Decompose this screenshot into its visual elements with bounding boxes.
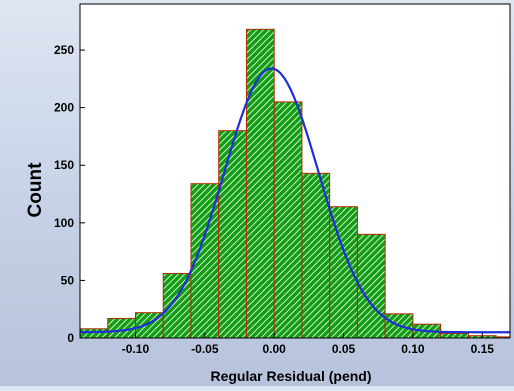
normal-fit-curve [79, 67, 510, 334]
y-tick-label: 250 [54, 43, 74, 57]
histogram-bar [218, 130, 247, 339]
histogram-bar [245, 28, 275, 339]
y-axis-label: Count [25, 162, 46, 218]
histogram-bar [162, 273, 192, 339]
x-axis-ticks: -0.10 -0.05 0.00 0.05 0.10 0.15 [122, 333, 494, 356]
histogram-bar [440, 332, 469, 339]
y-tick-label: 50 [61, 273, 75, 287]
y-axis-ticks: 0 50 100 150 200 250 [54, 43, 85, 345]
histogram-bar [329, 206, 358, 339]
histogram-bar [273, 101, 303, 339]
x-tick-label: -0.10 [122, 342, 150, 356]
x-tick-label: 0.00 [263, 342, 287, 356]
x-tick-label: 0.15 [471, 342, 495, 356]
histogram-bar [79, 328, 109, 339]
x-tick-label: 0.10 [401, 342, 425, 356]
x-tick-label: -0.05 [191, 342, 219, 356]
y-tick-label: 100 [54, 216, 74, 230]
plot-frame [79, 3, 511, 339]
x-axis-label: Regular Residual (pend) [210, 368, 371, 384]
x-tick-label: 0.05 [332, 342, 356, 356]
y-tick-label: 200 [54, 101, 74, 115]
histogram-bars [79, 28, 511, 339]
y-tick-label: 150 [54, 158, 74, 172]
histogram-bar [356, 233, 386, 339]
y-tick-label: 0 [67, 331, 74, 345]
